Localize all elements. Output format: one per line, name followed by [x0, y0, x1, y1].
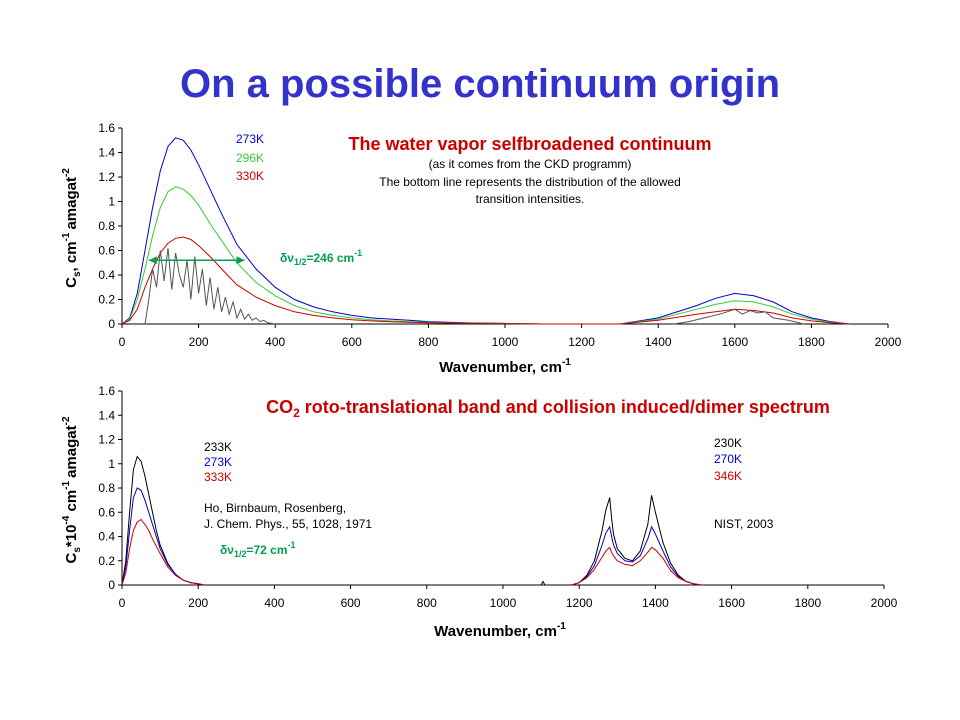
chart1-ytick-label: 0	[108, 317, 115, 331]
chart1-ytick-label: 1.6	[98, 121, 115, 135]
chart1-series-273K	[121, 137, 850, 325]
chart2-ytick-label: 1.4	[98, 408, 115, 422]
chart1-xtick-label: 1600	[721, 335, 748, 349]
chart1-series-296K	[121, 186, 850, 325]
chart2-ytick-label: 0.2	[98, 554, 115, 568]
chart2-xtick-label: 200	[188, 596, 208, 610]
chart1-legend-273: 273K	[236, 132, 264, 146]
chart2-ref-left-1: Ho, Birnbaum, Rosenberg,	[204, 501, 346, 515]
chart2-legend-230: 230K	[714, 436, 742, 450]
chart2-ytick-label: 1.6	[98, 384, 115, 398]
chart2-legend-233: 233K	[204, 440, 232, 454]
chart2-xtick-label: 1800	[794, 596, 821, 610]
chart1-legend-330: 330K	[236, 169, 264, 183]
chart1-xtick-label: 400	[265, 335, 285, 349]
chart2-legend-273: 273K	[204, 455, 232, 469]
chart1-xtick-label: 1000	[492, 335, 519, 349]
chart2-xlabel: Wavenumber, cm-1	[434, 621, 566, 640]
chart2-ref-left-2: J. Chem. Phys., 55, 1028, 1971	[204, 517, 372, 531]
chart1-xtick-label: 1200	[568, 335, 595, 349]
chart2-ytick-label: 0.6	[98, 505, 115, 519]
slide-title: On a possible continuum origin	[179, 62, 781, 106]
chart2-xtick-label: 400	[264, 596, 284, 610]
chart2-xtick-label: 600	[341, 596, 361, 610]
chart2-series-230K	[540, 495, 702, 586]
chart2-ytick-label: 0	[108, 578, 115, 592]
chart2-ytick-label: 1	[108, 457, 115, 471]
chart1-series-intensities	[144, 248, 276, 325]
chart1-subtitle-3: transition intensities.	[476, 192, 585, 206]
chart1-ytick-label: 0.2	[98, 293, 115, 307]
chart1-legend-296: 296K	[236, 151, 264, 165]
chart1-arrow-head-left	[148, 256, 157, 265]
chart1-xlabel: Wavenumber, cm-1	[439, 357, 571, 376]
chart2-xtick-label: 800	[417, 596, 437, 610]
chart1-subtitle-2: The bottom line represents the distribut…	[379, 175, 681, 189]
chart2-xtick-label: 1000	[490, 596, 517, 610]
chart2-series-346K	[571, 546, 702, 586]
chart1-ytick-label: 1.4	[98, 146, 115, 160]
chart2-ytick-label: 0.4	[98, 530, 115, 544]
chart1-ytick-label: 1	[108, 195, 115, 209]
chart1-ytick-label: 0.4	[98, 268, 115, 282]
chart2-series-273K	[121, 487, 205, 586]
chart1-xtick-label: 1800	[798, 335, 825, 349]
chart2-xtick-label: 1200	[566, 596, 593, 610]
chart1-xtick-label: 0	[119, 335, 126, 349]
chart1-ylabel: Cs, cm-1amagat-2	[61, 168, 83, 288]
chart1-arrow-head-right	[236, 256, 245, 265]
chart1-xtick-label: 800	[418, 335, 438, 349]
chart1-ytick-label: 0.8	[98, 219, 115, 233]
chart2-ref-right: NIST, 2003	[714, 517, 774, 531]
chart2-legend-270: 270K	[714, 452, 742, 466]
chart2-xtick-label: 1400	[642, 596, 669, 610]
chart2-legend-346: 346K	[714, 469, 742, 483]
chart1-series-intensities	[673, 308, 804, 325]
chart2-xtick-label: 1600	[718, 596, 745, 610]
chart2-ylabel: Cs*10-4 cm-1amagat-2	[61, 416, 83, 563]
chart2-xtick-label: 0	[119, 596, 126, 610]
chart1-title: The water vapor selfbroadened continuum	[348, 134, 711, 154]
chart1-ytick-label: 1.2	[98, 170, 115, 184]
chart2-ytick-label: 1.2	[98, 433, 115, 447]
chart1-subtitle-1: (as it comes from the CKD programm)	[429, 157, 632, 171]
chart2-series-233K	[121, 455, 205, 586]
chart2-series-270K	[571, 525, 702, 586]
chart1-xtick-label: 2000	[875, 335, 902, 349]
chart1-series-330K	[121, 236, 850, 325]
chart2-series-333K	[121, 518, 205, 586]
chart1-xtick-label: 1400	[645, 335, 672, 349]
chart2-legend-333: 333K	[204, 470, 232, 484]
chart1-xtick-label: 600	[342, 335, 362, 349]
chart2-xtick-label: 2000	[871, 596, 898, 610]
chart2-ytick-label: 0.8	[98, 481, 115, 495]
chart1-ytick-label: 0.6	[98, 244, 115, 258]
chart2-annotation: δν1/2=72 cm-1	[220, 540, 296, 559]
chart1-xtick-label: 200	[189, 335, 209, 349]
chart2-title: CO2 roto-translational band and collisio…	[266, 397, 830, 420]
chart1-annotation: δν1/2=246 cm-1	[280, 248, 362, 267]
